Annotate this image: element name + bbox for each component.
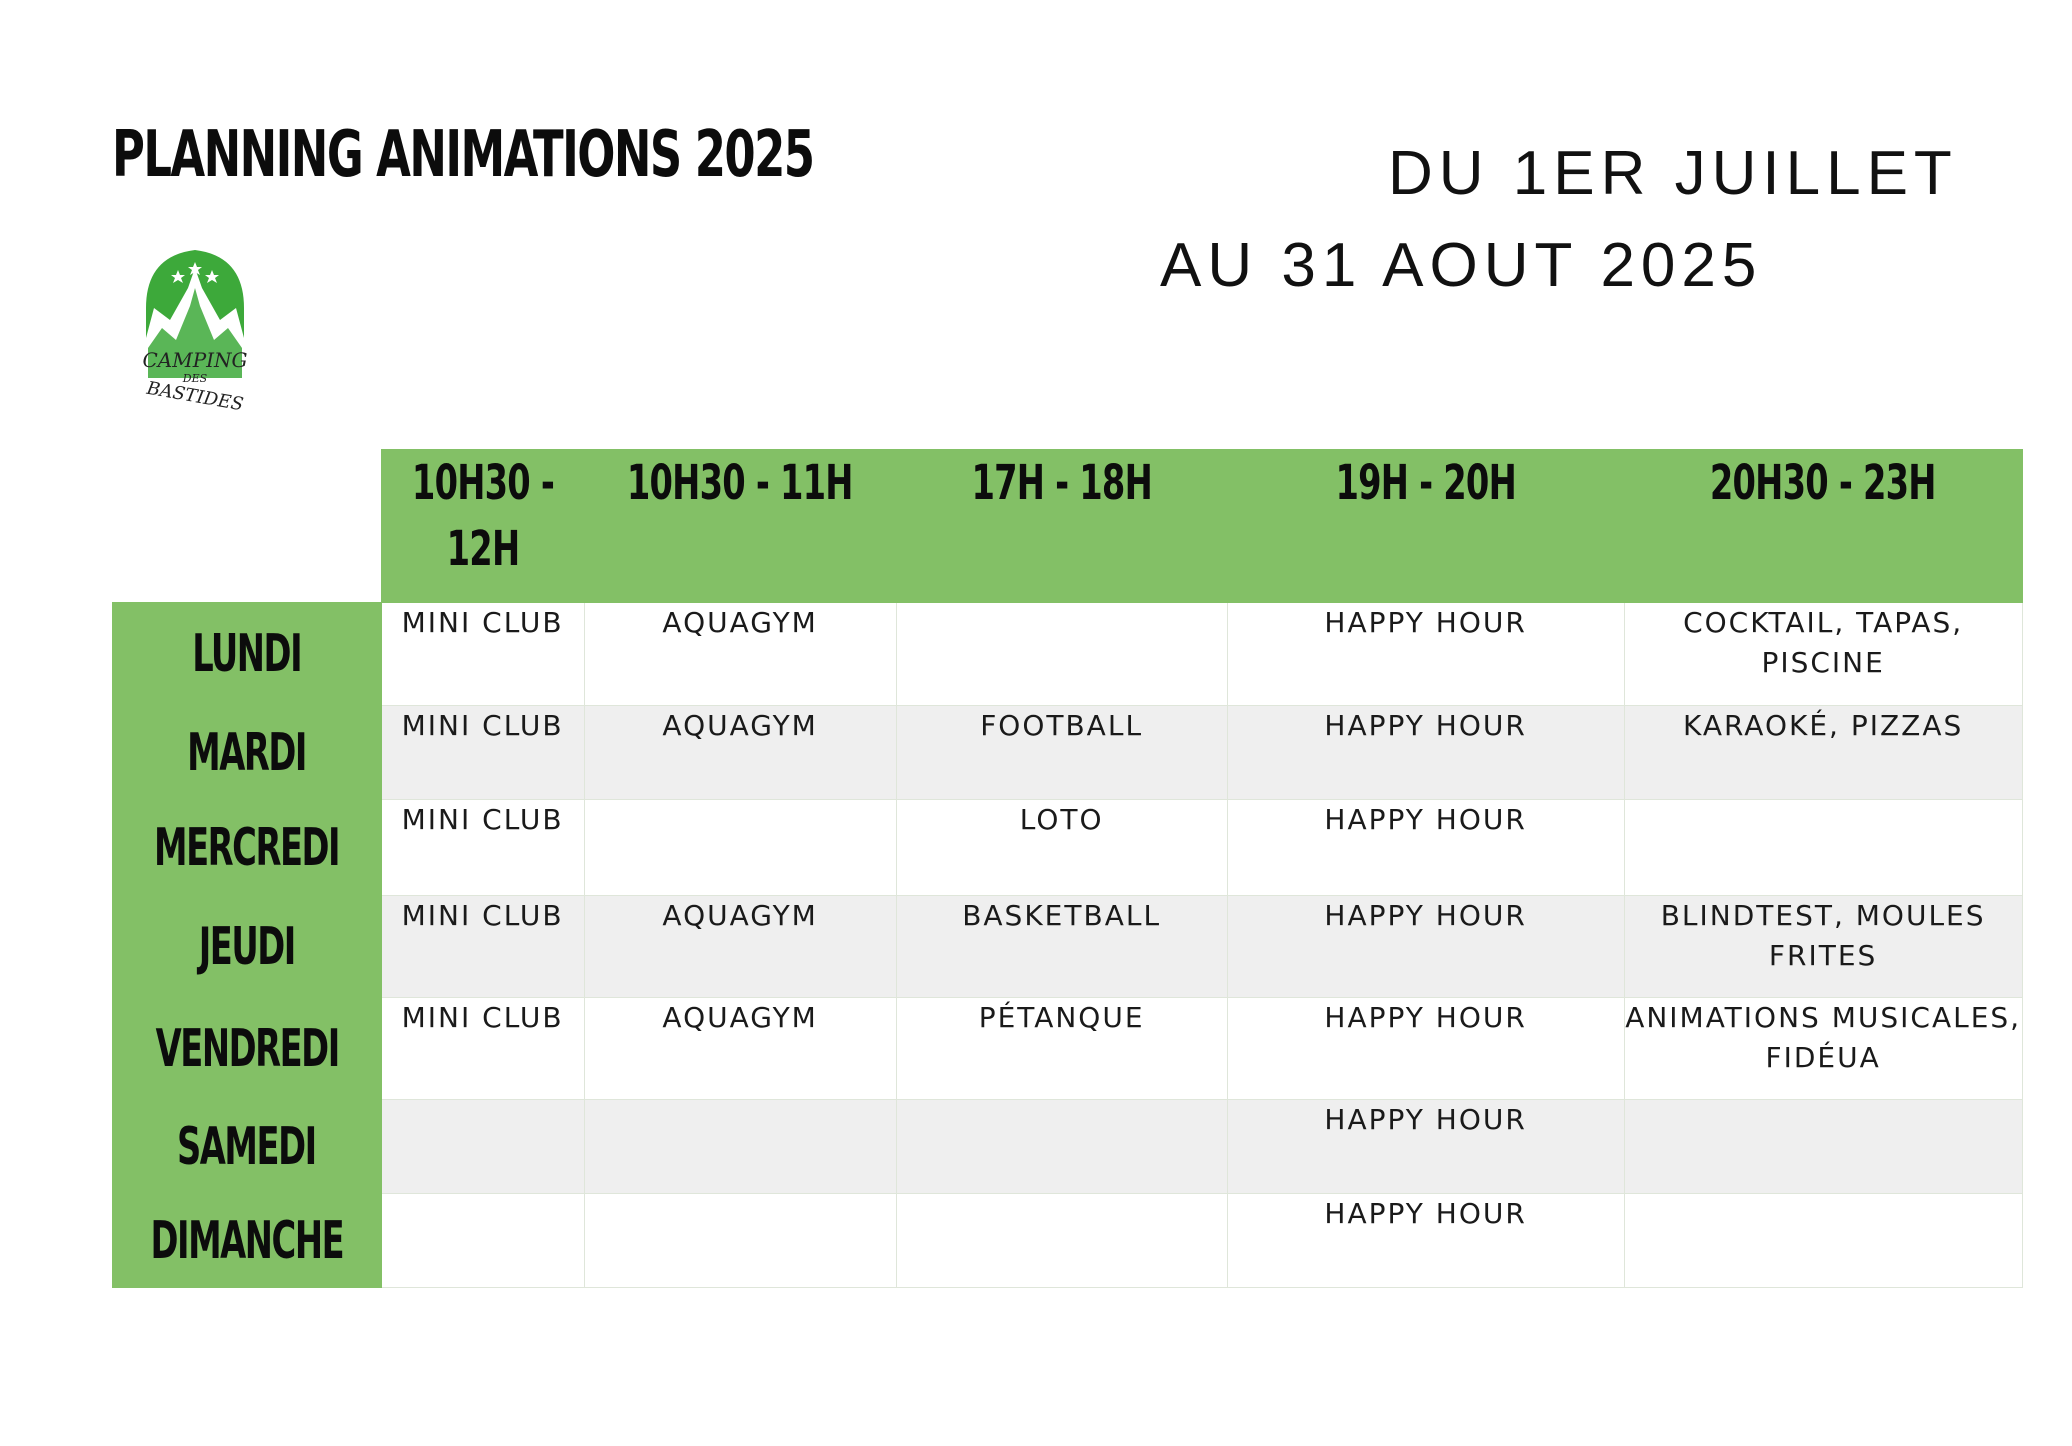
table-header-row: 10H30 - 12H 10H30 - 11H 17H - 18H 19H - …: [112, 449, 2023, 603]
day-label: JEUDI: [112, 895, 382, 998]
activity-cell: COCKTAIL, TAPAS, PISCINE: [1623, 602, 2023, 706]
activity-cell: MINI CLUB: [380, 602, 585, 706]
activity-cell: PÉTANQUE: [895, 997, 1228, 1100]
day-label: DIMANCHE: [112, 1193, 382, 1288]
activity-cell: AQUAGYM: [583, 895, 897, 998]
activity-cell: HAPPY HOUR: [1226, 1099, 1625, 1194]
activity-cell: AQUAGYM: [583, 997, 897, 1100]
time-slot-label: 10H30 - 11H: [627, 455, 854, 511]
activity-cell: [895, 1099, 1228, 1194]
table-row: SAMEDI HAPPY HOUR: [112, 1099, 2023, 1194]
time-slot-header: 17H - 18H: [895, 449, 1228, 603]
time-slot-label: 17H - 18H: [971, 455, 1152, 511]
activity-cell: KARAOKÉ, PIZZAS: [1623, 705, 2023, 800]
activity-cell: [583, 1193, 897, 1288]
activity-cell: MINI CLUB: [380, 997, 585, 1100]
logo-arch-icon: [146, 250, 244, 378]
activity-cell: HAPPY HOUR: [1226, 799, 1625, 896]
activity-cell: HAPPY HOUR: [1226, 705, 1625, 800]
activity-cell: AQUAGYM: [583, 602, 897, 706]
activity-cell: LOTO: [895, 799, 1228, 896]
time-slot-label: 10H30 - 12H: [411, 455, 555, 577]
time-slot-header: 20H30 - 23H: [1623, 449, 2023, 603]
table-row: LUNDI MINI CLUB AQUAGYM HAPPY HOUR COCKT…: [112, 602, 2023, 706]
table-row: DIMANCHE HAPPY HOUR: [112, 1193, 2023, 1288]
activity-cell: [583, 799, 897, 896]
activity-cell: FOOTBALL: [895, 705, 1228, 800]
activity-cell: [1623, 1193, 2023, 1288]
camping-logo: CAMPING DES BASTIDES: [140, 248, 250, 416]
activity-cell: [895, 602, 1228, 706]
activity-cell: MINI CLUB: [380, 799, 585, 896]
day-label: MERCREDI: [112, 799, 382, 896]
date-range-start: DU 1ER JUILLET: [1388, 139, 1958, 208]
activity-cell: [1623, 799, 2023, 896]
activity-cell: [1623, 1099, 2023, 1194]
activity-cell: MINI CLUB: [380, 895, 585, 998]
time-slot-header: 10H30 - 11H: [583, 449, 897, 603]
page-title: PLANNING ANIMATIONS 2025: [112, 118, 815, 192]
activity-cell: BLINDTEST, MOULES FRITES: [1623, 895, 2023, 998]
day-label: SAMEDI: [112, 1099, 382, 1194]
time-slot-label: 20H30 - 23H: [1710, 455, 1937, 511]
activity-cell: HAPPY HOUR: [1226, 1193, 1625, 1288]
day-label: LUNDI: [112, 602, 382, 706]
day-label: VENDREDI: [112, 997, 382, 1100]
schedule-table: 10H30 - 12H 10H30 - 11H 17H - 18H 19H - …: [112, 449, 2023, 1288]
table-corner: [112, 449, 382, 603]
activity-cell: HAPPY HOUR: [1226, 895, 1625, 998]
activity-cell: [583, 1099, 897, 1194]
day-label: MARDI: [112, 705, 382, 800]
activity-cell: [895, 1193, 1228, 1288]
activity-cell: BASKETBALL: [895, 895, 1228, 998]
activity-cell: MINI CLUB: [380, 705, 585, 800]
time-slot-header: 10H30 - 12H: [380, 449, 585, 603]
date-range-end: AU 31 AOUT 2025: [1160, 231, 1763, 300]
activity-cell: AQUAGYM: [583, 705, 897, 800]
activity-cell: [380, 1193, 585, 1288]
time-slot-header: 19H - 20H: [1226, 449, 1625, 603]
activity-cell: [380, 1099, 585, 1194]
logo-text-camping: CAMPING: [142, 348, 248, 372]
activity-cell: HAPPY HOUR: [1226, 997, 1625, 1100]
table-row: JEUDI MINI CLUB AQUAGYM BASKETBALL HAPPY…: [112, 895, 2023, 998]
activity-cell: ANIMATIONS MUSICALES, FIDÉUA: [1623, 997, 2023, 1100]
activity-cell: HAPPY HOUR: [1226, 602, 1625, 706]
table-row: VENDREDI MINI CLUB AQUAGYM PÉTANQUE HAPP…: [112, 997, 2023, 1100]
logo-text-des: DES: [182, 372, 208, 385]
table-row: MERCREDI MINI CLUB LOTO HAPPY HOUR: [112, 799, 2023, 896]
table-row: MARDI MINI CLUB AQUAGYM FOOTBALL HAPPY H…: [112, 705, 2023, 800]
time-slot-label: 19H - 20H: [1335, 455, 1516, 511]
